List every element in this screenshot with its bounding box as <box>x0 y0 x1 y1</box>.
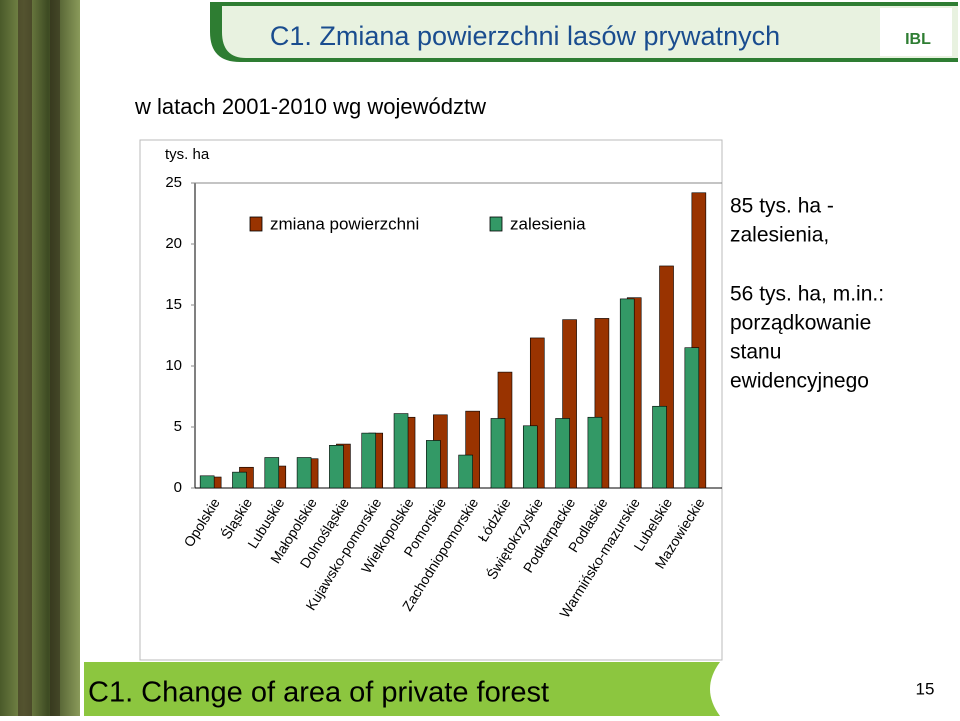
y-axis-label: tys. ha <box>165 146 210 163</box>
legend-label: zalesienia <box>510 214 586 233</box>
tree-trunk <box>50 0 60 716</box>
bar <box>587 416 603 489</box>
note-line: porządkowanie <box>730 312 871 335</box>
bar <box>329 444 344 489</box>
bar <box>426 440 441 489</box>
bar <box>264 457 280 489</box>
bar <box>490 418 506 489</box>
forest-image <box>0 0 80 716</box>
footer-cap <box>710 662 960 716</box>
note-line: zalesienia, <box>730 224 829 247</box>
y-tick-label: 0 <box>174 479 182 496</box>
note-line: 56 tys. ha, m.in.: <box>730 283 884 306</box>
bar <box>652 405 667 489</box>
legend-label: zmiana powierzchni <box>270 214 419 233</box>
bar <box>522 425 538 489</box>
note-line: ewidencyjnego <box>730 370 869 393</box>
note-line: stanu <box>730 341 781 364</box>
note-line: 85 tys. ha - <box>730 195 834 218</box>
logo: IBL <box>905 31 931 48</box>
y-tick-label: 25 <box>165 174 182 191</box>
bar <box>296 457 312 489</box>
title-banner-inner <box>222 6 958 58</box>
logo-box <box>880 8 952 56</box>
bar <box>458 454 473 489</box>
bar <box>199 475 215 489</box>
bar <box>232 471 247 489</box>
y-tick-label: 5 <box>174 418 182 435</box>
bar <box>393 413 409 489</box>
y-tick-label: 20 <box>165 235 182 252</box>
slide-title: C1. Zmiana powierzchni lasów prywatnych <box>270 21 780 51</box>
page-number: 15 <box>916 679 935 698</box>
tree-trunk <box>18 0 32 716</box>
legend-swatch <box>489 216 503 232</box>
bar <box>361 432 377 489</box>
bar <box>619 298 635 489</box>
y-tick-label: 10 <box>165 357 182 374</box>
bar <box>684 347 700 489</box>
subtitle: w latach 2001-2010 wg województw <box>134 94 486 119</box>
footer-title: C1. Change of area of private forest <box>88 677 549 709</box>
legend-swatch <box>249 216 263 232</box>
bar <box>555 418 570 489</box>
y-tick-label: 15 <box>165 296 182 313</box>
